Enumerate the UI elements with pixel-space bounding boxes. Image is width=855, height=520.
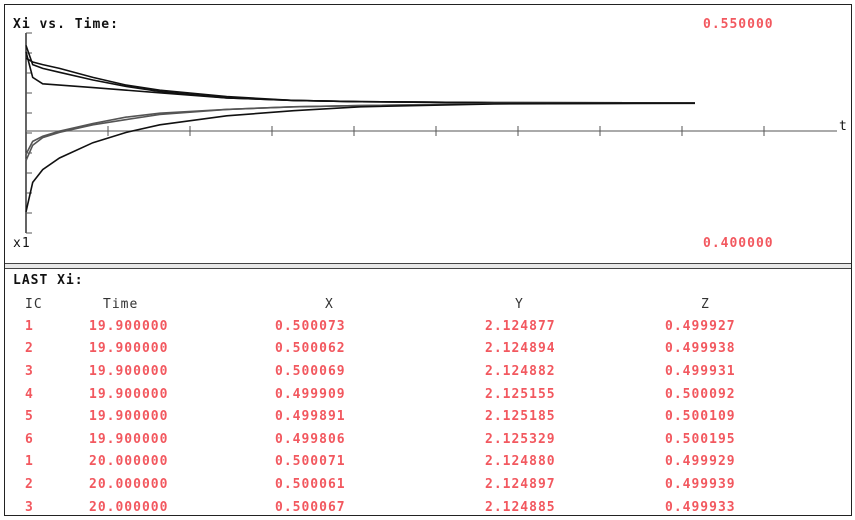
cell-time: 20.000000 <box>89 454 169 470</box>
series-line-5 <box>25 102 696 161</box>
cell-z: 0.500109 <box>665 409 736 425</box>
plot-area: Xi vs. Time: 0.550000 0.400000 x1 t <box>5 5 851 263</box>
table-row: 3 20.000000 0.500067 2.124885 0.499933 <box>15 496 841 515</box>
cell-z: 0.499927 <box>665 318 736 334</box>
cell-x: 0.499909 <box>275 386 346 402</box>
cell-ic: 1 <box>25 318 34 334</box>
cell-z: 0.499929 <box>665 454 736 470</box>
cell-z: 0.499939 <box>665 476 736 492</box>
cell-ic: 5 <box>25 409 34 425</box>
cell-x: 0.500069 <box>275 363 346 379</box>
cell-x: 0.500073 <box>275 318 346 334</box>
cell-y: 2.124885 <box>485 499 556 515</box>
table-row: 1 20.000000 0.500071 2.124880 0.499929 <box>15 451 841 474</box>
cell-ic: 3 <box>25 363 34 379</box>
cell-y: 2.124882 <box>485 363 556 379</box>
col-z: Z <box>701 297 710 312</box>
series-label: x1 <box>13 236 31 251</box>
cell-time: 19.900000 <box>89 341 169 357</box>
col-y: Y <box>515 297 524 312</box>
ymin-label: 0.400000 <box>703 236 774 251</box>
cell-y: 2.125185 <box>485 409 556 425</box>
cell-x: 0.499806 <box>275 431 346 447</box>
cell-time: 19.900000 <box>89 431 169 447</box>
cell-ic: 1 <box>25 454 34 470</box>
results-table: IC Time X Y Z 1 19.900000 0.500073 2.124877… <box>15 294 841 515</box>
series-line-2 <box>25 51 696 104</box>
cell-z: 0.499938 <box>665 341 736 357</box>
series-line-3 <box>25 45 696 104</box>
table-row: 2 19.900000 0.500062 2.124894 0.499938 <box>15 338 841 361</box>
cell-time: 19.900000 <box>89 409 169 425</box>
xi-time-chart <box>25 32 837 234</box>
series-line-1 <box>25 57 696 104</box>
cell-y: 2.125155 <box>485 386 556 402</box>
cell-z: 0.499933 <box>665 499 736 515</box>
cell-z: 0.499931 <box>665 363 736 379</box>
cell-y: 2.124894 <box>485 341 556 357</box>
cell-y: 2.124897 <box>485 476 556 492</box>
cell-time: 20.000000 <box>89 476 169 492</box>
col-ic: IC <box>25 297 43 312</box>
cell-y: 2.124880 <box>485 454 556 470</box>
cell-ic: 2 <box>25 476 34 492</box>
cell-z: 0.500195 <box>665 431 736 447</box>
chart-title: Xi vs. Time: <box>13 17 119 32</box>
cell-ic: 6 <box>25 431 34 447</box>
cell-time: 19.900000 <box>89 318 169 334</box>
col-x: X <box>325 297 334 312</box>
cell-ic: 4 <box>25 386 34 402</box>
cell-x: 0.500067 <box>275 499 346 515</box>
chart-axes <box>25 32 837 234</box>
cell-time: 19.900000 <box>89 363 169 379</box>
table-row: 2 20.000000 0.500061 2.124897 0.499939 <box>15 473 841 496</box>
cell-y: 2.125329 <box>485 431 556 447</box>
cell-ic: 2 <box>25 341 34 357</box>
cell-ic: 3 <box>25 499 34 515</box>
col-time: Time <box>103 297 139 312</box>
table-row: 5 19.900000 0.499891 2.125185 0.500109 <box>15 405 841 428</box>
cell-time: 19.900000 <box>89 386 169 402</box>
cell-z: 0.500092 <box>665 386 736 402</box>
chart-series <box>25 45 696 212</box>
t-axis-label: t <box>839 119 848 134</box>
cell-x: 0.500061 <box>275 476 346 492</box>
app-window: Xi vs. Time: 0.550000 0.400000 x1 t LAST… <box>4 4 852 516</box>
table-row: 1 19.900000 0.500073 2.124877 0.499927 <box>15 315 841 338</box>
cell-time: 20.000000 <box>89 499 169 515</box>
ymax-label: 0.550000 <box>703 17 774 32</box>
cell-x: 0.500071 <box>275 454 346 470</box>
table-header-row: IC Time X Y Z <box>15 294 841 315</box>
cell-y: 2.124877 <box>485 318 556 334</box>
series-line-6 <box>25 102 696 212</box>
results-header: LAST Xi: <box>13 273 84 288</box>
table-row: 4 19.900000 0.499909 2.125155 0.500092 <box>15 383 841 406</box>
panel-divider <box>5 263 851 269</box>
cell-x: 0.499891 <box>275 409 346 425</box>
series-line-4 <box>25 102 696 155</box>
table-row: 6 19.900000 0.499806 2.125329 0.500195 <box>15 428 841 451</box>
cell-x: 0.500062 <box>275 341 346 357</box>
table-row: 3 19.900000 0.500069 2.124882 0.499931 <box>15 360 841 383</box>
